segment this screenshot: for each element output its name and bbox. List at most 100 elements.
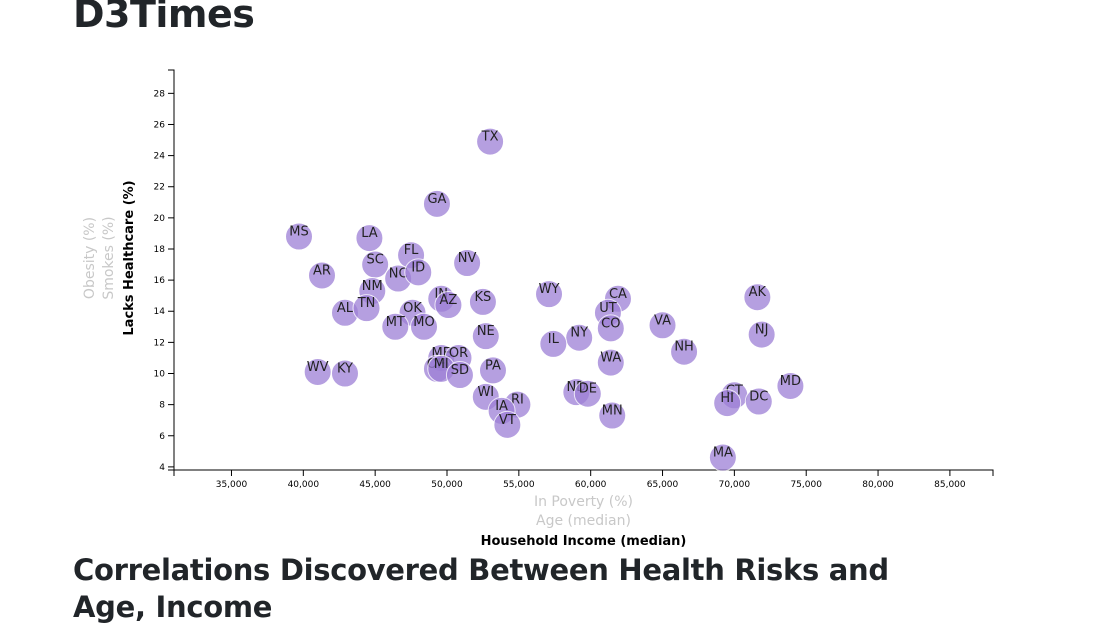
state-circle[interactable]: [307, 261, 336, 290]
state-point-ny[interactable]: NY: [565, 323, 594, 352]
state-circle[interactable]: [285, 222, 314, 251]
state-circle[interactable]: [453, 248, 482, 277]
state-circle[interactable]: [713, 389, 742, 418]
state-point-wa[interactable]: WA: [596, 348, 625, 377]
state-point-ks[interactable]: KS: [468, 287, 497, 316]
state-circle[interactable]: [355, 224, 384, 253]
y-tick-label: 24: [154, 152, 166, 162]
x-tick-label: 35,000: [216, 480, 248, 490]
state-circle[interactable]: [434, 291, 463, 320]
x-axis-option-in-poverty[interactable]: In Poverty (%): [534, 494, 633, 510]
state-circle[interactable]: [708, 443, 737, 472]
state-point-mn[interactable]: MN: [598, 401, 627, 430]
section-heading: Correlations Discovered Between Health R…: [73, 553, 889, 625]
state-point-hi[interactable]: HI: [713, 389, 742, 418]
state-point-sd[interactable]: SD: [445, 361, 474, 390]
state-label: MD: [780, 374, 801, 389]
state-point-wv[interactable]: WV: [303, 357, 332, 386]
state-circle[interactable]: [422, 189, 451, 218]
state-circle[interactable]: [596, 348, 625, 377]
state-circle[interactable]: [404, 258, 433, 287]
state-point-tx[interactable]: TX: [476, 127, 505, 156]
state-label: WI: [477, 385, 494, 400]
state-circle[interactable]: [598, 401, 627, 430]
state-point-ar[interactable]: AR: [307, 261, 336, 290]
state-label: KS: [475, 290, 492, 305]
state-circle[interactable]: [539, 329, 568, 358]
state-circle[interactable]: [776, 371, 805, 400]
x-axis-option-household-income-median[interactable]: Household Income (median): [481, 534, 687, 549]
state-circle[interactable]: [471, 322, 500, 351]
state-circle[interactable]: [476, 127, 505, 156]
state-point-va[interactable]: VA: [648, 311, 677, 340]
state-circle[interactable]: [573, 379, 602, 408]
state-point-nv[interactable]: NV: [453, 248, 482, 277]
state-point-wy[interactable]: WY: [535, 280, 564, 309]
y-tick-label: 26: [154, 120, 166, 130]
state-circle[interactable]: [743, 283, 772, 312]
y-tick-label: 22: [154, 183, 165, 193]
state-point-ms[interactable]: MS: [285, 222, 314, 251]
state-circle[interactable]: [670, 337, 699, 366]
state-point-nh[interactable]: NH: [670, 337, 699, 366]
y-tick-label: 14: [154, 307, 166, 317]
state-label: WV: [307, 360, 329, 375]
state-label: MS: [289, 225, 308, 240]
state-point-la[interactable]: LA: [355, 224, 384, 253]
data-points: TXGAMSLAFLSCNVNCIDARNMINAZKSWYCAAKALTNOK…: [285, 127, 805, 472]
state-label: HI: [720, 391, 734, 406]
state-point-ak[interactable]: AK: [743, 283, 772, 312]
state-label: MO: [413, 315, 434, 330]
state-circle[interactable]: [535, 280, 564, 309]
y-tick-label: 28: [154, 89, 166, 99]
y-axis-option-lacks-healthcare[interactable]: Lacks Healthcare (%): [122, 180, 137, 335]
state-label: WA: [600, 351, 621, 366]
state-circle[interactable]: [445, 361, 474, 390]
state-label: AK: [749, 285, 767, 300]
y-tick-label: 4: [159, 463, 165, 473]
state-point-az[interactable]: AZ: [434, 291, 463, 320]
state-label: IL: [548, 332, 560, 347]
state-point-mt[interactable]: MT: [381, 312, 410, 341]
state-circle[interactable]: [381, 312, 410, 341]
state-point-pa[interactable]: PA: [478, 356, 507, 385]
state-circle[interactable]: [352, 294, 381, 323]
y-axis-option-obesity[interactable]: Obesity (%): [82, 217, 98, 299]
state-circle[interactable]: [468, 287, 497, 316]
state-label: VA: [654, 313, 671, 328]
state-point-nj[interactable]: NJ: [747, 320, 776, 349]
state-label: VT: [499, 413, 516, 428]
y-axis: 4 6 8 10 12 14 16 18 20 22 24 26 28: [154, 69, 175, 473]
state-circle[interactable]: [747, 320, 776, 349]
y-tick-label: 18: [154, 245, 166, 255]
state-point-sc[interactable]: SC: [361, 250, 390, 279]
state-point-il[interactable]: IL: [539, 329, 568, 358]
state-label: DC: [749, 390, 768, 405]
state-point-vt[interactable]: VT: [493, 410, 522, 439]
state-point-ky[interactable]: KY: [330, 359, 359, 388]
state-point-dc[interactable]: DC: [744, 387, 773, 416]
state-point-al[interactable]: AL: [330, 298, 359, 327]
state-circle[interactable]: [478, 356, 507, 385]
state-circle[interactable]: [493, 410, 522, 439]
state-point-ne[interactable]: NE: [471, 322, 500, 351]
state-label: OR: [449, 346, 468, 361]
state-point-co[interactable]: CO: [596, 314, 625, 343]
state-circle[interactable]: [744, 387, 773, 416]
state-point-id[interactable]: ID: [404, 258, 433, 287]
state-circle[interactable]: [596, 314, 625, 343]
state-point-ga[interactable]: GA: [422, 189, 451, 218]
state-point-mo[interactable]: MO: [410, 312, 439, 341]
state-circle[interactable]: [648, 311, 677, 340]
x-axis-option-age-median[interactable]: Age (median): [536, 513, 631, 529]
state-circle[interactable]: [410, 312, 439, 341]
state-point-md[interactable]: MD: [776, 371, 805, 400]
state-circle[interactable]: [330, 359, 359, 388]
state-point-tn[interactable]: TN: [352, 294, 381, 323]
y-axis-option-smokes[interactable]: Smokes (%): [101, 216, 117, 299]
state-point-de[interactable]: DE: [573, 379, 602, 408]
page-title: D3Times: [73, 0, 255, 36]
state-label: UT: [599, 301, 617, 316]
x-tick-label: 75,000: [790, 480, 822, 490]
state-point-ma[interactable]: MA: [708, 443, 737, 472]
